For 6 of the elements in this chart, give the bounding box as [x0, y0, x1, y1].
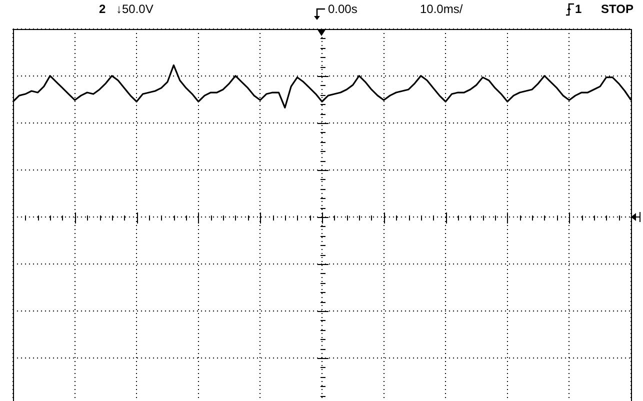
text: ↓50.0V — [116, 2, 154, 16]
text: 1 — [575, 2, 582, 16]
text: 0.00s — [328, 2, 358, 16]
text: 2 — [99, 2, 106, 16]
text: 10.0ms/ — [420, 2, 463, 16]
text: STOP — [601, 2, 634, 16]
